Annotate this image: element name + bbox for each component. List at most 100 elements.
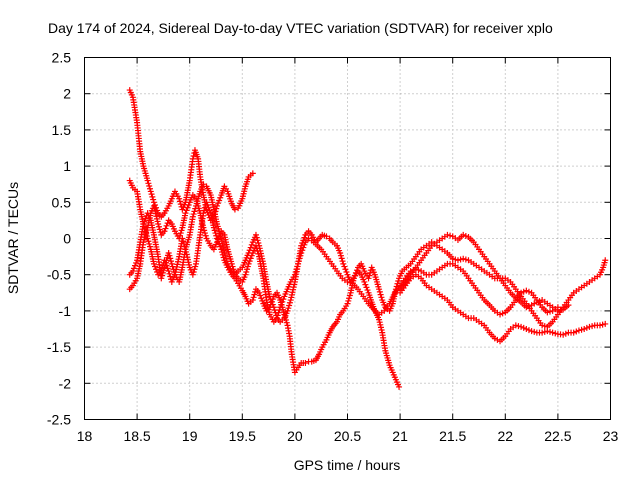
x-tick-label: 19.5 [229,428,256,444]
x-tick-label: 21.5 [439,428,466,444]
data-point [151,263,158,270]
data-point [189,155,196,162]
data-point [203,199,210,206]
data-point [217,194,224,201]
data-point [254,237,261,244]
data-point [343,268,350,275]
data-point [257,292,264,299]
x-tick-label: 23 [603,428,619,444]
data-point [291,271,298,278]
data-point [539,322,546,329]
data-point [276,306,283,313]
data-point [523,287,530,294]
data-point [364,287,371,294]
data-point [146,240,153,247]
data-point [552,330,559,337]
data-point [161,228,168,235]
data-point [575,327,582,334]
data-point [166,252,173,259]
data-point [231,206,238,213]
data-point [217,230,224,237]
data-point [145,180,152,187]
data-point [525,327,532,334]
data-point [146,183,153,190]
data-point [228,260,235,267]
data-point [377,321,384,328]
data-point [365,275,372,282]
data-point [377,324,384,331]
data-point [163,222,170,229]
data-point [295,260,302,267]
data-point [525,303,532,310]
data-point [159,272,166,279]
data-point [396,383,403,390]
data-point [362,281,369,288]
data-point [164,265,171,272]
data-point [248,252,255,259]
y-tick-label: 2.5 [52,50,72,66]
series-track-5 [397,271,609,345]
data-markers [126,87,609,390]
data-point [447,232,454,239]
data-point [148,191,155,198]
data-point [340,260,347,267]
y-axis-title: SDTVAR / TECUs [5,182,21,294]
data-point [177,230,184,237]
data-point [222,252,229,259]
data-point [277,304,284,311]
data-point [247,255,254,262]
data-point [176,198,183,205]
data-point [560,331,567,338]
data-point [176,235,183,242]
data-point [602,257,609,264]
data-point [353,267,360,274]
series-track-6 [397,231,572,314]
data-point [346,295,353,302]
y-tick-labels: 2.5 2 1.5 1 0.5 0 -0.5 -1 -1.5 -2 -2.5 [47,50,71,428]
data-point [589,323,596,330]
data-point [302,360,309,367]
data-point [279,298,286,305]
data-point [460,255,467,262]
data-point [229,263,236,270]
data-point [252,231,259,238]
data-point [547,328,554,335]
data-point [457,256,464,263]
data-point [462,232,469,239]
data-point [301,234,308,241]
data-point [378,294,385,301]
data-point [283,319,290,326]
data-point [528,328,535,335]
data-point [215,236,222,243]
data-point [536,298,543,305]
y-tick-label: 1.5 [52,122,72,138]
data-point [284,307,291,314]
data-point [158,275,165,282]
data-point [268,298,275,305]
data-point [210,224,217,231]
data-point [497,311,504,318]
data-point [345,297,352,304]
data-point [267,296,274,303]
data-point [185,202,192,209]
data-point [184,204,191,211]
data-point [168,258,175,265]
data-point [338,255,345,262]
y-tick-label: -0.5 [47,267,71,283]
data-point [170,266,177,273]
data-point [166,270,173,277]
data-point [189,271,196,278]
data-point [242,271,249,278]
series-track-2 [126,177,403,390]
data-point [292,268,299,275]
data-point [301,241,308,248]
data-point [337,249,344,256]
data-point [295,258,302,265]
x-tick-label: 22 [498,428,514,444]
data-point [378,327,385,334]
data-point [155,221,162,228]
series-track-4 [126,192,561,325]
data-point [377,291,384,298]
data-point [602,320,609,327]
y-tick-label: 2 [63,86,71,102]
